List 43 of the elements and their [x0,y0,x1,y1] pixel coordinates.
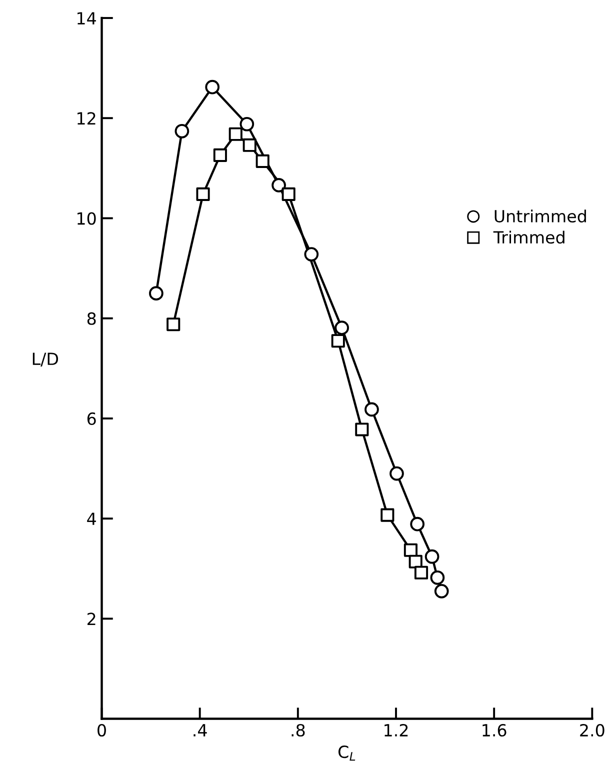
point [304,247,319,262]
point [228,127,242,141]
y-tick-label: 10 [78,212,96,225]
point [213,148,227,162]
point [149,286,164,301]
x-tick-label: .4 [194,724,207,736]
point [331,334,345,348]
y-tick-label: 8 [87,312,96,325]
y-tick-label: 6 [87,412,96,426]
point [390,466,404,481]
y-tick-label: 2 [88,612,96,626]
point [334,320,349,336]
x-axis-title: C$_{L}$ [338,746,356,761]
y-tick-label: 12 [78,112,96,124]
point [242,138,256,152]
legend-label: Trimmed [493,230,564,244]
x-tick-label: 0 [98,724,106,737]
point [256,154,270,168]
point [205,80,220,94]
point [355,422,369,436]
point [410,516,425,532]
point [414,566,428,580]
x-tick-label: 1.6 [482,724,506,737]
point [196,187,210,201]
y-tick-label: 14 [78,12,96,24]
point [434,584,449,598]
point [364,402,379,417]
point [408,554,422,568]
point [404,543,418,557]
x-tick-label: 2.0 [580,724,604,737]
point [272,178,286,192]
point [430,570,445,585]
point [282,187,296,201]
point [174,124,190,138]
point [166,318,180,332]
x-tick-label: .8 [292,724,305,737]
point [424,549,440,564]
legend-label: Untrimmed [494,210,586,223]
y-axis-title: L/D [32,352,58,366]
point [380,508,394,522]
x-tick-label: 1.2 [384,724,408,736]
point [240,116,254,132]
y-tick-label: 4 [87,512,96,525]
